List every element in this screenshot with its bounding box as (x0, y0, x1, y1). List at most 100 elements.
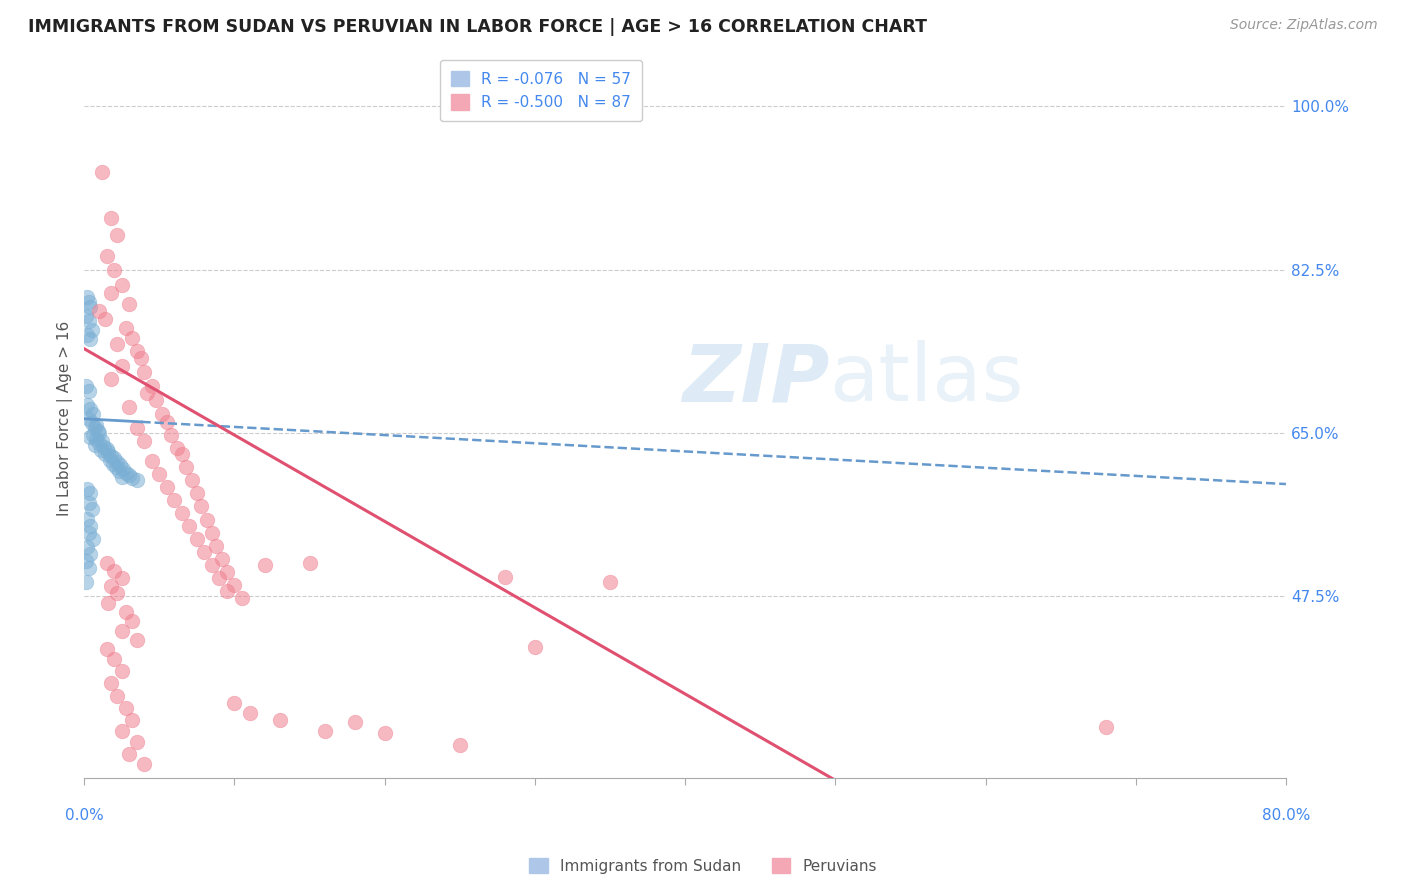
Point (253, 558, 276, 573)
Point (118, 467, 141, 482)
Point (75, 309, 97, 323)
Point (84, 418, 107, 433)
Point (91, 434, 114, 449)
Point (82, 532, 104, 546)
Point (134, 434, 156, 449)
Point (224, 696, 246, 710)
Point (80, 417, 103, 431)
Point (181, 473, 204, 487)
Point (238, 706, 260, 720)
Point (87, 424, 110, 438)
Point (374, 726, 396, 740)
Point (314, 724, 336, 739)
Legend: R = -0.076   N = 57, R = -0.500   N = 87: R = -0.076 N = 57, R = -0.500 N = 87 (440, 60, 641, 121)
Point (108, 464, 131, 478)
Point (77, 561, 100, 575)
Point (121, 614, 143, 628)
Point (76, 327, 98, 342)
Point (82, 427, 104, 442)
Point (121, 713, 143, 727)
Point (105, 455, 128, 469)
Point (121, 330, 143, 344)
Point (101, 457, 124, 471)
Point (193, 545, 215, 559)
Legend: Immigrants from Sudan, Peruvians: Immigrants from Sudan, Peruvians (523, 852, 883, 880)
Point (77, 525, 100, 540)
Point (201, 558, 224, 573)
Point (118, 400, 141, 414)
Point (269, 713, 291, 727)
Point (89, 425, 111, 440)
Point (208, 571, 231, 585)
Point (83, 421, 105, 435)
Point (79, 486, 101, 500)
Point (75, 554, 97, 568)
Point (449, 739, 471, 753)
Point (131, 351, 153, 365)
Point (79, 333, 101, 347)
Point (152, 407, 174, 421)
Point (103, 262, 125, 277)
Point (96, 642, 118, 657)
Point (90, 443, 112, 458)
Text: IMMIGRANTS FROM SUDAN VS PERUVIAN IN LABOR FORCE | AGE > 16 CORRELATION CHART: IMMIGRANTS FROM SUDAN VS PERUVIAN IN LAB… (28, 18, 927, 36)
Point (75, 574, 97, 589)
Point (111, 469, 134, 483)
Point (197, 512, 219, 526)
Point (79, 519, 101, 533)
Point (224, 578, 246, 592)
Point (134, 756, 156, 771)
Text: 0.0%: 0.0% (65, 808, 104, 823)
Point (77, 314, 100, 328)
Point (104, 460, 127, 475)
Point (100, 675, 122, 690)
Point (134, 365, 156, 379)
Point (103, 564, 125, 578)
Point (141, 379, 163, 393)
Point (80, 502, 103, 516)
Point (111, 359, 134, 373)
Point (77, 295, 100, 310)
Point (170, 447, 193, 461)
Point (82, 407, 104, 421)
Point (201, 525, 224, 540)
Point (111, 624, 134, 638)
Point (79, 300, 101, 314)
Point (599, 574, 621, 589)
Point (523, 640, 546, 655)
Point (76, 482, 98, 496)
Point (115, 605, 138, 619)
Point (136, 385, 159, 400)
Point (179, 519, 201, 533)
Point (186, 532, 208, 546)
Point (118, 747, 141, 761)
Point (100, 449, 122, 463)
Point (145, 393, 167, 408)
Point (100, 285, 122, 300)
Point (84, 432, 107, 446)
Point (170, 506, 193, 520)
Point (105, 586, 128, 600)
Point (96, 442, 118, 456)
Point (96, 557, 118, 571)
Point (111, 571, 134, 585)
Point (125, 632, 148, 647)
Point (176, 460, 198, 475)
Point (115, 321, 138, 335)
Point (76, 398, 98, 412)
Point (93, 440, 115, 454)
Point (156, 480, 179, 494)
Text: atlas: atlas (830, 340, 1024, 418)
Point (115, 466, 138, 480)
Point (89, 304, 111, 318)
Point (156, 415, 179, 429)
Point (205, 539, 228, 553)
Point (112, 462, 135, 476)
Point (75, 379, 97, 393)
Point (100, 371, 122, 385)
Point (76, 511, 98, 525)
Point (121, 471, 143, 485)
Point (77, 496, 100, 510)
Point (125, 421, 148, 435)
Point (103, 450, 125, 465)
